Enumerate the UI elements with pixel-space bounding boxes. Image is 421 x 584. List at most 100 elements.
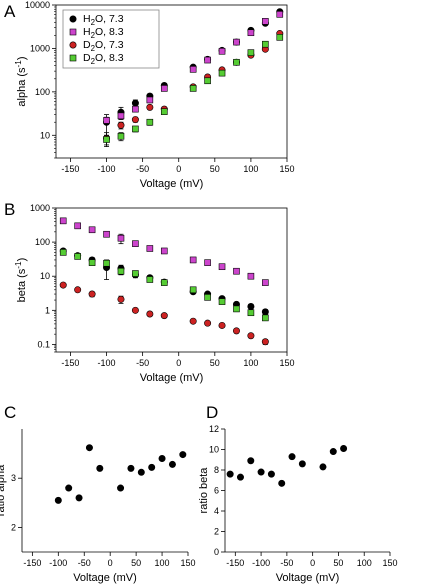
chart-d-y-axis-label: ratio beta [198,467,210,514]
chart-b-point [261,308,269,316]
chart-a-point [131,116,139,124]
chart-d-point [329,448,337,456]
chart-b-point [247,332,255,340]
chart-a-legend-label: H2O, 7.3 [83,13,124,27]
chart-d-point [257,468,265,476]
chart-b-point [189,317,197,325]
chart-d-y-tick-label: 12 [209,424,219,434]
chart-a-point [103,117,110,124]
chart-b-point [160,312,168,320]
chart-b-point [160,279,168,286]
chart-d-y-tick-label: 0 [214,547,219,557]
chart-b-point [160,247,168,255]
chart-b-x-tick-label: 50 [210,358,220,368]
chart-b-point [59,249,67,256]
chart-a-point [132,105,139,113]
chart-c-point [127,464,135,472]
chart-a-point [117,112,125,120]
chart-d-point [319,463,327,471]
chart-c-point [148,463,156,471]
chart-c-x-tick-label: -150 [23,558,41,568]
chart-a-point [146,96,154,104]
chart-b-point [59,281,67,289]
chart-b-point [117,234,125,242]
chart-b-point [88,226,96,234]
chart-d-x-tick-label: 0 [310,558,315,568]
chart-b-point [204,259,211,266]
chart-a-y-tick-label: 1000 [30,43,50,53]
chart-b-point [146,245,154,252]
chart-b-point [189,286,197,294]
chart-b-point [232,327,240,335]
chart-d-point [267,470,275,478]
chart-b-point [59,217,67,225]
chart-b-x-tick-label: 0 [176,358,181,368]
chart-b-point [233,305,240,313]
chart-b-point [218,298,226,305]
chart-c-point [158,455,166,463]
chart-b-x-axis-label: Voltage (mV) [140,372,204,384]
chart-d-x-tick-label: 50 [333,558,343,568]
chart-a-y-axis-label: alpha (s-1) [14,56,28,106]
chart-d-point [288,453,296,461]
chart-a-x-tick-label: 150 [279,164,294,174]
chart-b-y-tick-label: 1000 [30,203,50,213]
chart-b-frame [55,207,288,353]
chart-a-point [146,103,154,111]
chart-a-legend-marker [69,54,77,62]
chart-d-x-tick-label: -50 [280,558,293,568]
chart-d-point [247,457,255,465]
panel-letter-b: B [4,200,15,219]
chart-b-point [233,267,240,275]
chart-b-point [218,263,226,271]
chart-a-point [262,40,269,48]
chart-c-point [137,468,145,476]
chart-b-point [74,286,82,294]
chart-b-point [131,306,139,314]
chart-c-y-axis-label: ratio alpha [0,464,7,516]
chart-d-x-tick-label: 100 [357,558,372,568]
chart-b-x-tick-label: 150 [279,358,294,368]
chart-panel-a: -150 -100 -50 0 50 100 150 10 100 1000 10000 Voltag… [14,0,295,190]
chart-b-point [117,267,125,275]
chart-a-point [204,56,211,64]
chart-c-x-tick-label: 150 [180,558,195,568]
chart-c-x-tick-label: -50 [78,558,91,568]
chart-b-point [247,272,255,280]
chart-b-point [132,270,139,277]
chart-a-point [218,47,226,55]
chart-b-point [74,222,81,230]
chart-d-y-tick-label: 6 [214,486,219,496]
chart-b-point [117,295,125,303]
chart-d-x-axis-label: Voltage (mV) [276,572,340,584]
chart-d-y-tick-label: 2 [214,527,219,537]
chart-a-legend-marker [69,15,77,23]
chart-a-point [160,108,168,115]
chart-b-x-tick-label: -50 [136,358,149,368]
chart-a-point [262,18,269,25]
chart-c-x-tick-label: 0 [108,558,113,568]
chart-a-frame [55,4,288,159]
panel-letter-a: A [4,2,16,21]
chart-c-y-tick-label: 2 [11,522,16,532]
chart-a-point [218,69,226,77]
chart-b-point [132,240,139,247]
chart-a-legend-marker [69,41,77,49]
chart-b-point [88,259,96,266]
chart-d-x-tick-label: -150 [226,558,244,568]
chart-d-x-tick-label: -100 [252,558,270,568]
plots-layer: -150 -100 -50 0 50 100 15010100100010000Voltag… [0,0,398,584]
chart-c-point [65,484,73,492]
chart-d-y-tick-label: 4 [214,506,219,516]
chart-b-point [146,276,154,283]
chart-a-legend-marker [69,28,77,36]
chart-b-point [74,253,81,260]
chart-b-point [103,230,110,238]
chart-d-x-tick-label: 150 [382,558,397,568]
chart-d-point [226,470,234,478]
chart-a-x-tick-label: 0 [176,164,181,174]
chart-a-point [132,125,139,133]
chart-c-point [54,496,62,504]
